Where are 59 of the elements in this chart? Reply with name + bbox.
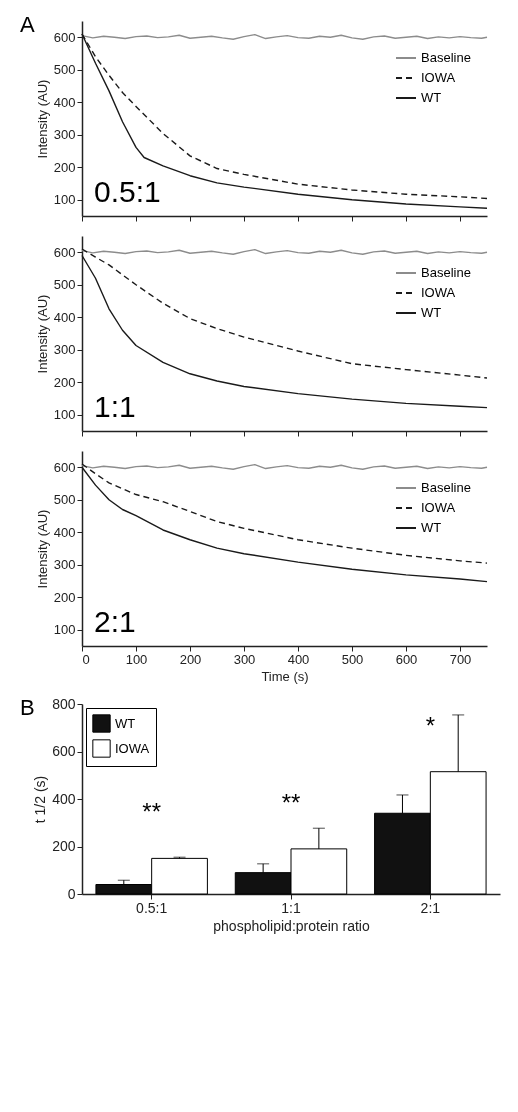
x-tick-label: 1:1 bbox=[281, 899, 301, 916]
y-tick-label: 0 bbox=[67, 885, 76, 902]
y-axis-title: Intensity (AU) bbox=[34, 79, 50, 159]
annotation: ** bbox=[142, 798, 162, 826]
x-tick-label: 0 bbox=[82, 651, 90, 667]
y-tick-label: 200 bbox=[53, 159, 76, 175]
legend-label: WT bbox=[421, 520, 442, 535]
y-tick-label: 100 bbox=[53, 622, 76, 638]
y-tick-label: 400 bbox=[53, 94, 76, 110]
y-tick-label: 500 bbox=[53, 492, 76, 508]
x-tick-label: 600 bbox=[395, 651, 418, 667]
y-axis-title: Intensity (AU) bbox=[34, 294, 50, 374]
legend-label: Baseline bbox=[421, 265, 471, 280]
y-tick-label: 800 bbox=[52, 695, 76, 712]
annotation: * bbox=[425, 711, 436, 739]
y-axis-title: t 1/2 (s) bbox=[32, 775, 49, 824]
x-axis-title: phospholipid:protein ratio bbox=[213, 917, 370, 934]
y-tick-label: 200 bbox=[53, 589, 76, 605]
annotation: 1:1 bbox=[94, 390, 136, 423]
legend-label: Baseline bbox=[421, 480, 471, 495]
y-tick-label: 600 bbox=[52, 743, 76, 759]
y-tick-label: 400 bbox=[53, 524, 76, 540]
legend-label: WT bbox=[421, 90, 442, 105]
annotation: 2:1 bbox=[94, 605, 136, 638]
y-tick-label: 100 bbox=[53, 192, 76, 208]
x-tick-label: 100 bbox=[125, 651, 148, 667]
y-tick-label: 500 bbox=[53, 62, 76, 78]
y-tick-label: 200 bbox=[52, 838, 76, 854]
y-tick-label: 300 bbox=[53, 127, 76, 143]
x-tick-label: 0.5:1 bbox=[136, 899, 168, 916]
y-tick-label: 600 bbox=[53, 459, 76, 475]
y-axis-title: Intensity (AU) bbox=[34, 509, 50, 589]
legend-label: Baseline bbox=[421, 50, 471, 65]
y-tick-label: 400 bbox=[53, 309, 76, 325]
y-tick-label: 600 bbox=[53, 244, 76, 260]
x-tick-label: 2:1 bbox=[420, 899, 441, 916]
y-tick-label: 500 bbox=[53, 277, 76, 293]
y-tick-label: 300 bbox=[53, 342, 76, 358]
y-tick-label: 100 bbox=[53, 407, 76, 423]
x-tick-label: 700 bbox=[449, 651, 472, 667]
annotation: ** bbox=[281, 788, 301, 816]
legend-label: IOWA bbox=[115, 740, 150, 756]
legend-label: WT bbox=[421, 305, 442, 320]
annotation: 0.5:1 bbox=[94, 175, 161, 208]
y-tick-label: 200 bbox=[53, 374, 76, 390]
x-tick-label: 200 bbox=[179, 651, 202, 667]
x-tick-label: 400 bbox=[287, 651, 310, 667]
x-axis-title: Time (s) bbox=[261, 668, 309, 684]
x-tick-label: 300 bbox=[233, 651, 256, 667]
legend-label: IOWA bbox=[421, 285, 456, 300]
y-tick-label: 600 bbox=[53, 29, 76, 45]
legend-label: IOWA bbox=[421, 70, 456, 85]
chart-title: B bbox=[20, 695, 35, 720]
legend-label: IOWA bbox=[421, 500, 456, 515]
legend-label: WT bbox=[115, 715, 136, 731]
y-tick-label: 400 bbox=[52, 790, 76, 807]
chart-title: A bbox=[20, 12, 35, 37]
x-tick-label: 500 bbox=[341, 651, 364, 667]
y-tick-label: 300 bbox=[53, 557, 76, 573]
